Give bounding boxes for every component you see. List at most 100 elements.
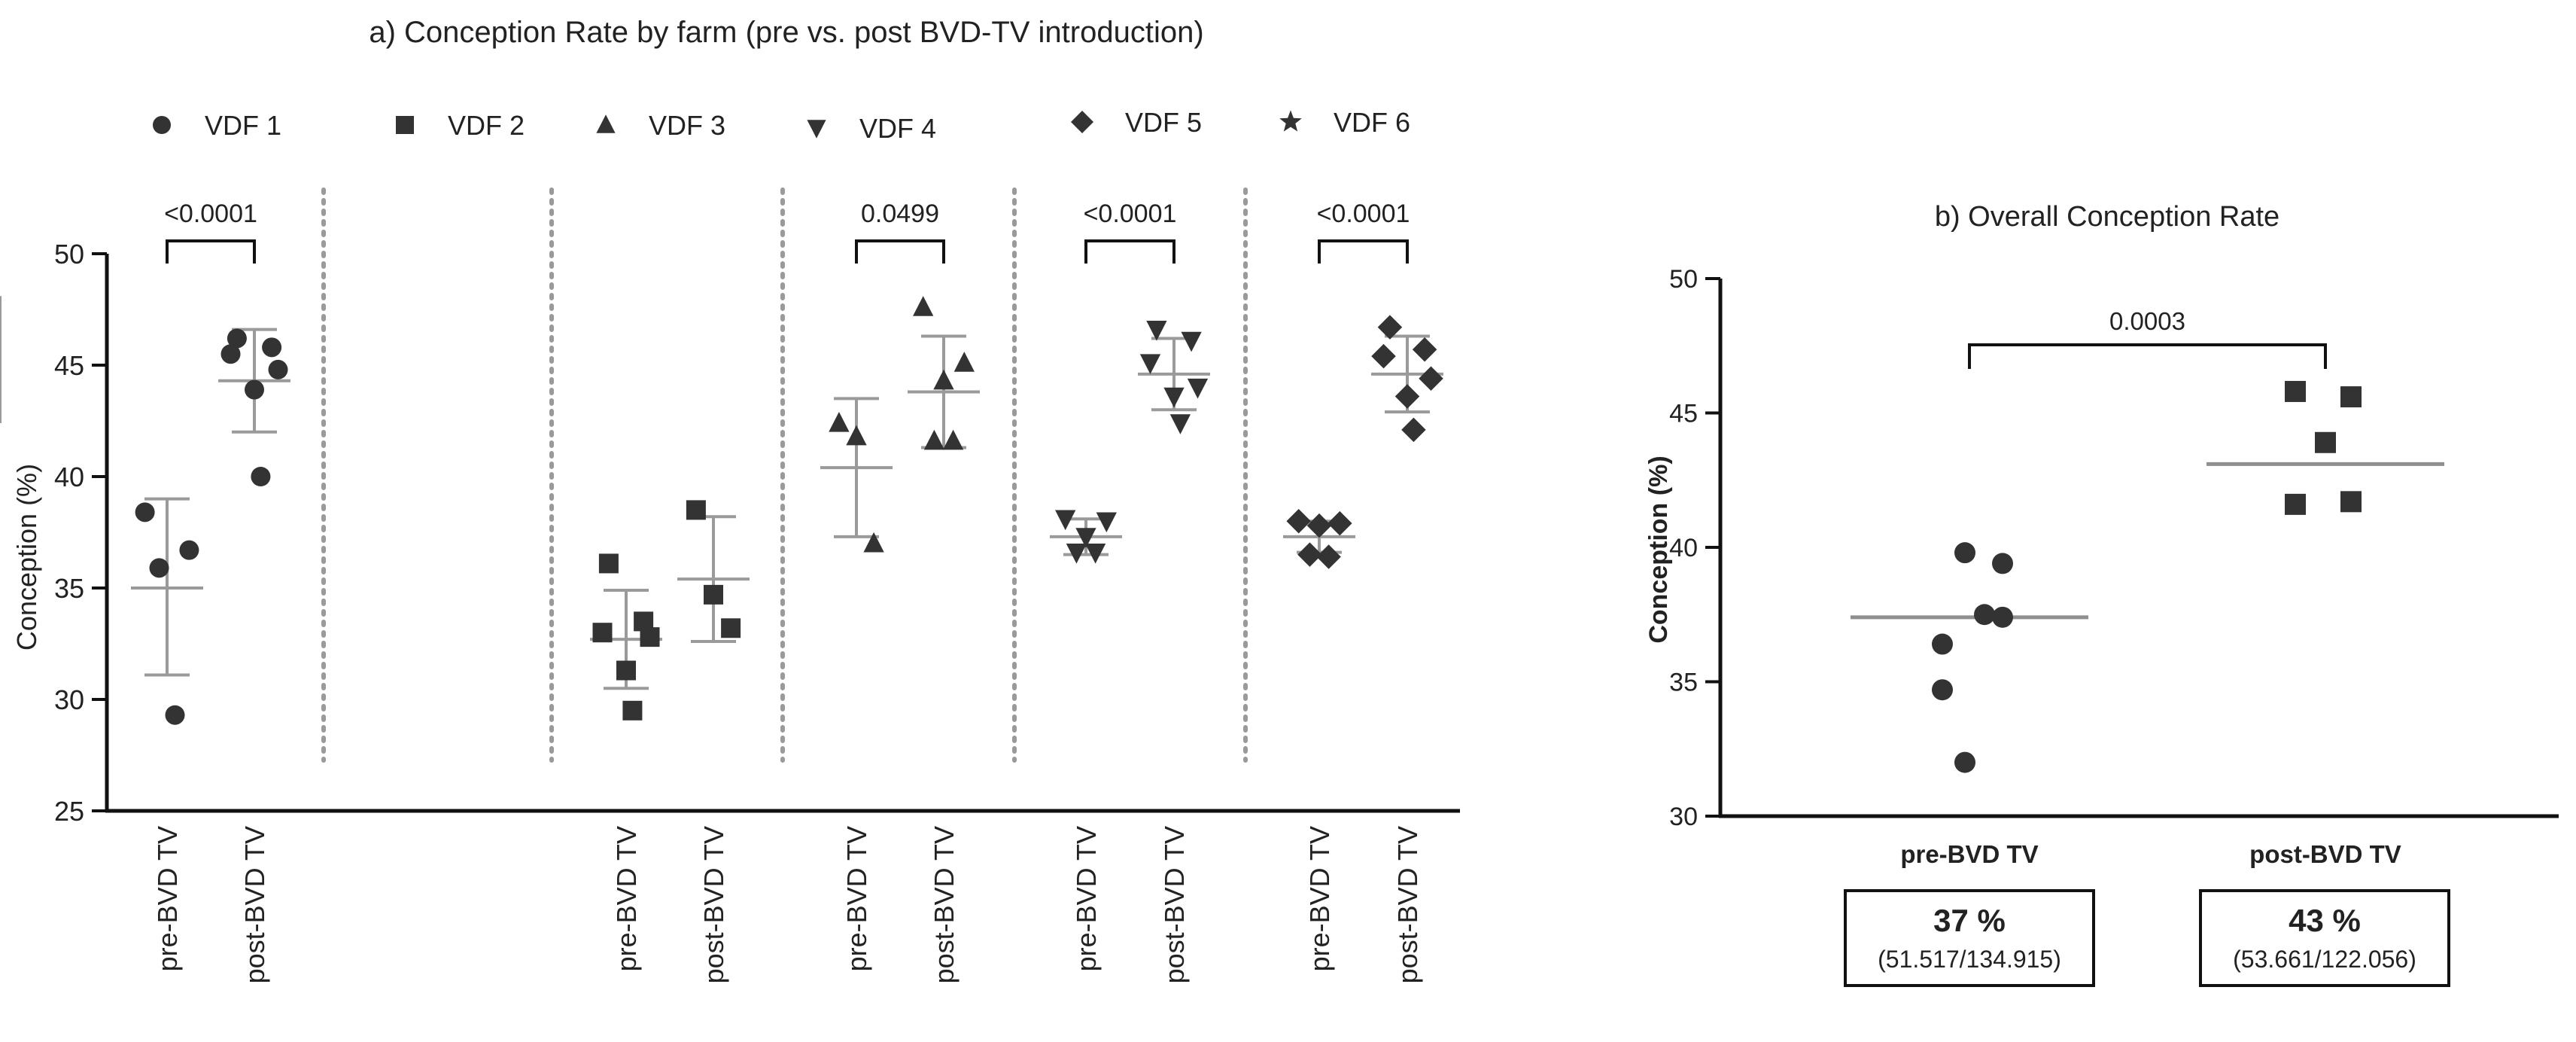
legend-marker-diamond (1071, 111, 1093, 133)
data-point-circle (245, 379, 264, 400)
data-point-triangle-down (1169, 414, 1191, 434)
data-point-circle (165, 705, 185, 725)
panel-b-chart: b) Overall Conception Rate 30 35 40 45 50 pre… (1644, 201, 2559, 987)
data-point-diamond (1328, 510, 1352, 536)
summary-counts: (53.661/122.056) (2233, 946, 2416, 973)
data-point-diamond (1297, 542, 1322, 567)
panel-a-y-tick-label: 25 (54, 796, 84, 827)
data-point-square (2340, 491, 2362, 513)
panel-b-y-tick-label: 40 (1669, 534, 1698, 562)
legend-label: VDF 5 (1125, 107, 1202, 138)
data-point-triangle-down (1096, 512, 1117, 533)
significance-bracket (166, 239, 256, 264)
data-point-diamond (1377, 315, 1403, 340)
panel-b-axes: 30 35 40 45 50 pre-BVD TV post-BVD TV (1669, 265, 2559, 868)
data-point-diamond (1286, 508, 1311, 534)
legend-label: VDF 1 (205, 110, 281, 141)
data-point-diamond (1306, 513, 1332, 538)
panel-b-x-tick-label: pre-BVD TV (1900, 840, 2038, 868)
data-point-square (2285, 380, 2306, 402)
data-point-square (704, 584, 723, 605)
panel-b-summary-boxes: 37 % (51.517/134.915) 43 % (53.661/122.056) (1844, 889, 2450, 987)
data-point-diamond (1316, 544, 1341, 569)
data-point-square (640, 627, 660, 647)
legend-marker-triangle-down (807, 120, 826, 139)
panel-a-y-tick-label: 40 (54, 462, 84, 492)
data-point-square (592, 623, 613, 643)
data-point-square (2340, 386, 2362, 408)
panel-b-y-tick-label: 30 (1669, 803, 1698, 831)
data-point-circle (251, 467, 271, 486)
data-point-triangle-up (829, 412, 850, 432)
significance-bracket (1084, 239, 1175, 264)
data-point-circle (1992, 606, 2013, 628)
panel-b-y-tick-label: 35 (1669, 669, 1698, 697)
p-value-label: 0.0003 (2109, 307, 2185, 335)
legend-marker-star (1279, 110, 1302, 132)
panel-a-x-tick-label: pre-BVD TV (152, 826, 183, 971)
data-point-square (721, 618, 741, 638)
panel-a-points: pre-BVD TV post-BVD TV pre-BVD TV post-BVD … (135, 296, 1443, 983)
data-point-triangle-up (846, 425, 867, 446)
significance-bracket (1318, 239, 1409, 264)
p-value-label: <0.0001 (164, 200, 257, 228)
summary-box (2199, 889, 2450, 987)
panel-a-x-tick-label: pre-BVD TV (1304, 826, 1335, 971)
data-point-diamond (1371, 343, 1396, 369)
panel-a-chart: a) Conception Rate by farm (pre vs. post… (0, 16, 1460, 983)
data-point-triangle-up (923, 429, 945, 450)
data-point-triangle-down (1084, 543, 1106, 564)
data-point-triangle-down (1066, 543, 1087, 564)
data-point-triangle-down (1146, 320, 1167, 341)
significance-bracket (855, 239, 945, 264)
summary-box (1844, 889, 2095, 987)
data-point-circle (227, 328, 247, 349)
data-point-circle (268, 359, 288, 379)
data-point-triangle-down (1181, 331, 1202, 352)
p-value-label: 0.0499 (861, 200, 939, 228)
data-point-square (2285, 493, 2306, 515)
data-point-square (2315, 431, 2336, 453)
panel-a-y-tick-label: 30 (54, 684, 84, 715)
data-point-circle (1932, 679, 1953, 701)
panel-a-y-tick-label: 35 (54, 573, 84, 604)
data-point-triangle-up (913, 296, 934, 316)
panel-a-x-tick-label: pre-BVD TV (841, 826, 872, 971)
data-point-diamond (1419, 366, 1443, 392)
legend-marker-circle (153, 116, 171, 134)
data-point-triangle-up (863, 532, 884, 553)
data-point-circle (1992, 553, 2013, 574)
legend-label: VDF 4 (859, 113, 936, 144)
panel-a-title: a) Conception Rate by farm (pre vs. post… (369, 16, 1203, 49)
panel-a-x-tick-label: post-BVD TV (239, 826, 270, 983)
data-point-triangle-down (1055, 510, 1076, 531)
significance-bracket (1968, 343, 2327, 369)
legend-label: VDF 3 (649, 110, 725, 141)
data-point-circle (220, 344, 241, 364)
data-point-circle (1954, 751, 1975, 773)
legend-label: VDF 2 (448, 110, 525, 141)
panel-a-separators (321, 187, 1248, 763)
legend-marker-square (396, 116, 414, 134)
data-point-circle (149, 558, 169, 578)
data-point-circle (1974, 604, 1995, 626)
data-point-square (622, 700, 643, 721)
panel-a-legend: VDF 1 VDF 2 VDF 3 VDF 4 VDF 5 VDF 6 (153, 107, 1410, 144)
summary-counts: (51.517/134.915) (1878, 946, 2061, 973)
panel-b-x-tick-label: post-BVD TV (2249, 840, 2401, 868)
data-point-circle (1932, 633, 1953, 655)
p-value-label: <0.0001 (1084, 200, 1177, 228)
data-point-circle (262, 337, 282, 358)
data-point-diamond (1394, 384, 1420, 409)
p-value-label: <0.0001 (1317, 200, 1410, 228)
panel-a-x-tick-label: post-BVD TV (929, 826, 960, 983)
panel-a-x-tick-label: post-BVD TV (1392, 826, 1423, 983)
data-point-circle (1954, 542, 1975, 564)
legend-marker-triangle-up (596, 114, 616, 133)
data-point-triangle-down (1139, 354, 1161, 374)
panel-b-y-tick-label: 50 (1669, 265, 1698, 294)
summary-percentage: 37 % (1933, 903, 2006, 938)
data-point-triangle-up (933, 369, 954, 390)
data-point-triangle-down (1075, 528, 1096, 548)
data-point-circle (179, 540, 199, 560)
